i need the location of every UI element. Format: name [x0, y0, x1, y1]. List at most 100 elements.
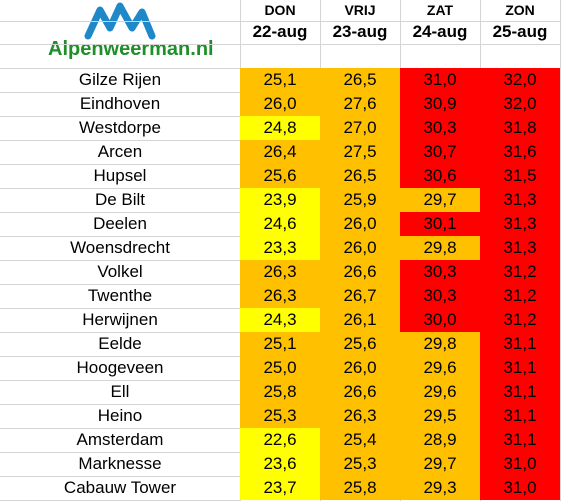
- table-row: Deelen 24,6 26,0 30,1 31,3: [0, 212, 561, 236]
- grid-line: [0, 428, 240, 429]
- table-row: Herwijnen 24,3 26,1 30,0 31,2: [0, 308, 561, 332]
- temperature-cell: 26,0: [320, 212, 400, 236]
- temperature-cell: 27,0: [320, 116, 400, 140]
- station-name: De Bilt: [94, 190, 146, 209]
- table-row: Woensdrecht 23,3 26,0 29,8 31,3: [0, 236, 561, 260]
- day-date: 22-aug: [252, 22, 308, 41]
- temperature-cell: 25,4: [320, 428, 400, 452]
- grid-line: [0, 92, 240, 93]
- temperature-cell: 31,1: [480, 428, 560, 452]
- temperature-cell: 29,8: [400, 332, 480, 356]
- temperature-cell: 31,1: [480, 404, 560, 428]
- temperature-cell: 31,1: [480, 332, 560, 356]
- temperature-cell: 22,6: [240, 428, 320, 452]
- temperature-cell: 30,3: [400, 284, 480, 308]
- temperature-cell: 30,0: [400, 308, 480, 332]
- temperature-cell: 30,3: [400, 260, 480, 284]
- table-row: Twenthe 26,3 26,7 30,3 31,2: [0, 284, 561, 308]
- table-row: Gilze Rijen 25,1 26,5 31,0 32,0: [0, 68, 561, 92]
- station-name: Marknesse: [78, 454, 162, 473]
- temperature-cell: 26,3: [240, 284, 320, 308]
- table-row: Heino 25,3 26,3 29,5 31,1: [0, 404, 561, 428]
- temperature-cell: 25,6: [240, 164, 320, 188]
- temperature-cell: 27,5: [320, 140, 400, 164]
- temperature-cell: 27,6: [320, 92, 400, 116]
- temperature-cell: 25,9: [320, 188, 400, 212]
- temperature-cell: 30,9: [400, 92, 480, 116]
- grid-line: [0, 404, 240, 405]
- temperature-cell: 31,3: [480, 188, 560, 212]
- temperature-cell: 29,7: [400, 188, 480, 212]
- table-row: Marknesse 23,6 25,3 29,7 31,0: [0, 452, 561, 476]
- grid-line: [0, 452, 240, 453]
- temperature-cell: 25,8: [240, 380, 320, 404]
- temperature-cell: 29,5: [400, 404, 480, 428]
- station-name: Amsterdam: [76, 430, 164, 449]
- temperature-cell: 32,0: [480, 92, 560, 116]
- day-name: DON: [264, 2, 296, 18]
- day-name: ZAT: [426, 2, 454, 18]
- station-name: Woensdrecht: [70, 238, 170, 257]
- temperature-cell: 26,7: [320, 284, 400, 308]
- grid-line: [0, 284, 240, 285]
- temperature-cell: 31,1: [480, 380, 560, 404]
- table-row: Westdorpe 24,8 27,0 30,3 31,8: [0, 116, 561, 140]
- station-name: Eelde: [98, 334, 142, 353]
- day-date: 25-aug: [492, 22, 548, 41]
- grid-line: [0, 140, 240, 141]
- temperature-cell: 26,5: [320, 68, 400, 92]
- station-name: Herwijnen: [82, 310, 158, 329]
- day-date: 23-aug: [332, 22, 388, 41]
- temperature-cell: 31,0: [480, 452, 560, 476]
- station-name: Westdorpe: [79, 118, 161, 137]
- temperature-cell: 29,8: [400, 236, 480, 260]
- temperature-cell: 31,2: [480, 284, 560, 308]
- temperature-cell: 29,7: [400, 452, 480, 476]
- table-row: Cabauw Tower 23,7 25,8 29,3 31,0: [0, 476, 561, 500]
- temperature-cell: 30,6: [400, 164, 480, 188]
- temperature-cell: 23,7: [240, 476, 320, 500]
- table-row: Hupsel 25,6 26,5 30,6 31,5: [0, 164, 561, 188]
- station-name: Hoogeveen: [76, 358, 164, 377]
- temperature-cell: 23,6: [240, 452, 320, 476]
- grid-line: [0, 44, 561, 45]
- grid-line: [0, 116, 240, 117]
- grid-line: [0, 476, 240, 477]
- temperature-cell: 25,6: [320, 332, 400, 356]
- temperature-cell: 25,0: [240, 356, 320, 380]
- temperature-cell: 26,4: [240, 140, 320, 164]
- temperature-cell: 31,2: [480, 260, 560, 284]
- table-row: De Bilt 23,9 25,9 29,7 31,3: [0, 188, 561, 212]
- station-name: Gilze Rijen: [78, 70, 162, 89]
- logo-text: Alpenweerman.nl: [48, 38, 214, 60]
- temperature-cell: 31,0: [400, 68, 480, 92]
- station-name: Heino: [97, 406, 143, 425]
- station-name: Arcen: [97, 142, 143, 161]
- temperature-cell: 26,0: [320, 356, 400, 380]
- temperature-cell: 26,0: [240, 92, 320, 116]
- station-name: Hupsel: [93, 166, 147, 185]
- temperature-cell: 26,3: [240, 260, 320, 284]
- grid-line: [0, 236, 240, 237]
- station-name: Twenthe: [87, 286, 153, 305]
- temperature-cell: 25,1: [240, 68, 320, 92]
- temperature-cell: 26,5: [320, 164, 400, 188]
- temperature-cell: 31,3: [480, 236, 560, 260]
- table-row: Eindhoven 26,0 27,6 30,9 32,0: [0, 92, 561, 116]
- temperature-cell: 31,1: [480, 356, 560, 380]
- temperature-cell: 31,3: [480, 212, 560, 236]
- grid-line: [0, 380, 240, 381]
- temperature-cell: 30,1: [400, 212, 480, 236]
- station-name: Ell: [110, 382, 130, 401]
- temperature-cell: 26,3: [320, 404, 400, 428]
- temperature-cell: 31,0: [480, 476, 560, 500]
- temperature-cell: 29,3: [400, 476, 480, 500]
- temperature-cell: 23,3: [240, 236, 320, 260]
- temperature-cell: 24,6: [240, 212, 320, 236]
- table-row: Volkel 26,3 26,6 30,3 31,2: [0, 260, 561, 284]
- station-name: Cabauw Tower: [63, 478, 177, 497]
- temperature-cell: 24,3: [240, 308, 320, 332]
- temperature-cell: 23,9: [240, 188, 320, 212]
- table-row: Arcen 26,4 27,5 30,7 31,6: [0, 140, 561, 164]
- table-row: Ell 25,8 26,6 29,6 31,1: [0, 380, 561, 404]
